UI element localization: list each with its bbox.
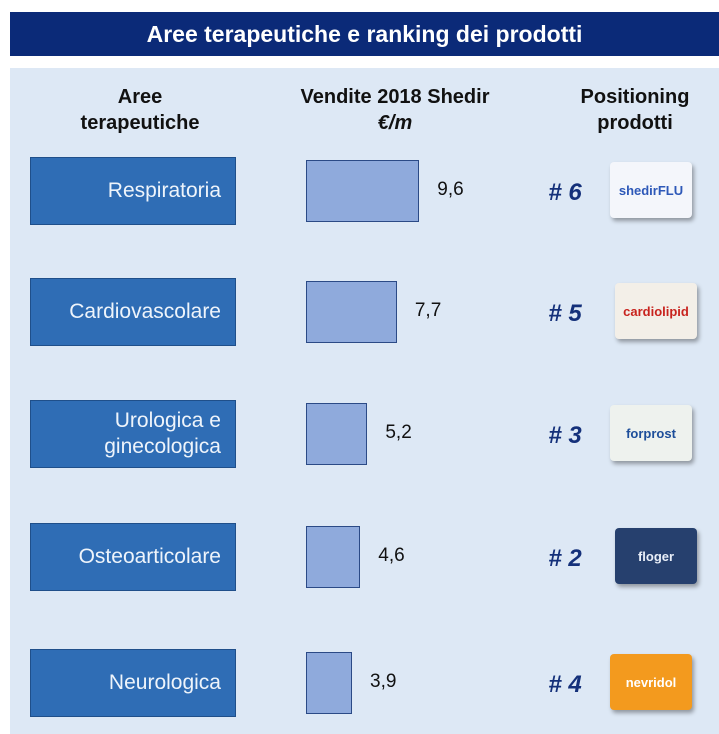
category-box: Neurologica — [30, 649, 236, 717]
rank: # 3 — [548, 422, 582, 449]
rank: # 6 — [548, 179, 582, 206]
bar — [306, 526, 361, 588]
value-label: 4,6 — [378, 545, 405, 566]
category-box: Urologica e ginecologica — [30, 400, 236, 468]
category-box: Osteoarticolare — [30, 523, 236, 591]
rank: # 2 — [548, 545, 582, 572]
title: Aree terapeutiche e ranking dei prodotti — [146, 20, 583, 47]
product-image: nevridol — [610, 654, 692, 710]
product-image: cardiolipid — [615, 283, 697, 339]
value-label: 3,9 — [370, 671, 397, 692]
value-label: 9,6 — [437, 179, 464, 200]
value-label: 7,7 — [414, 300, 442, 321]
column-header: Positioning prodotti — [580, 86, 690, 134]
product-image: floger — [615, 528, 697, 584]
value-label: 5,2 — [385, 422, 412, 443]
rank: # 4 — [548, 671, 582, 698]
product-image: forprost — [610, 405, 692, 461]
column-header: Vendite 2018 Shedir — [300, 86, 490, 108]
column-header: Aree terapeutiche — [80, 86, 200, 134]
bar — [306, 281, 397, 343]
bar — [306, 652, 353, 714]
column-unit: €/m — [377, 112, 413, 134]
title-bar: Aree terapeutiche e ranking dei prodotti — [10, 12, 719, 56]
category-box: Cardiovascolare — [30, 278, 236, 346]
bar — [306, 160, 420, 222]
rank: # 5 — [548, 300, 582, 327]
bar — [306, 403, 368, 465]
product-image: shedirFLU — [610, 162, 692, 218]
category-box: Respiratoria — [30, 157, 236, 225]
